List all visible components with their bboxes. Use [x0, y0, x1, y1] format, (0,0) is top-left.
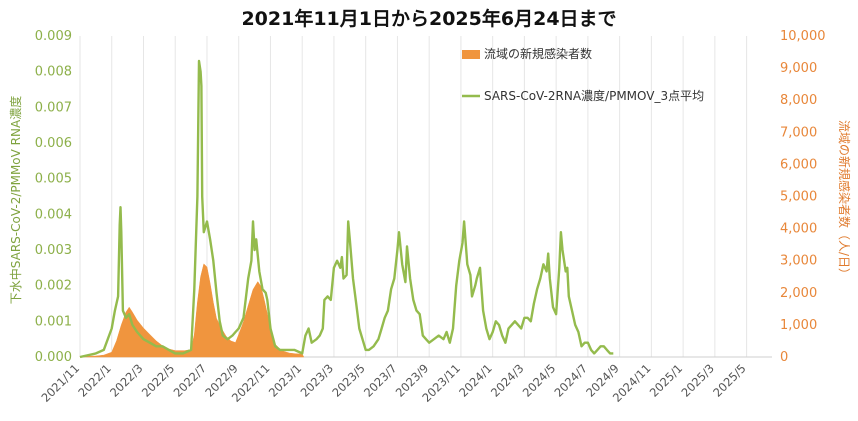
- y-left-tick-label: 0.008: [35, 65, 72, 80]
- legend-bar-label: 流域の新規感染者数: [484, 46, 592, 61]
- x-tick-label: 2022/5: [139, 361, 178, 400]
- y-axis-right-label: 流域の新規感染者数（人/日）: [837, 120, 852, 280]
- y-left-tick-label: 0.003: [35, 243, 72, 258]
- y-right-tick-label: 1,000: [780, 318, 817, 333]
- y-right-tick-label: 10,000: [780, 29, 826, 44]
- y-left-tick-label: 0.002: [35, 279, 72, 294]
- y-left-tick-label: 0.009: [35, 29, 72, 44]
- chart-title: 2021年11月1日から2025年6月24日まで: [241, 7, 616, 30]
- line-rna-concentration: [79, 59, 614, 359]
- y-right-tick-label: 5,000: [780, 190, 817, 205]
- x-tick-label: 2022/3: [107, 361, 146, 400]
- y-right-tick-label: 2,000: [780, 286, 817, 301]
- y-axis-left-label: 下水中SARS-CoV-2/PMMoV RNA濃度: [8, 96, 23, 304]
- y-left-tick-label: 0.004: [35, 207, 72, 222]
- x-tick-label: 2021/11: [38, 361, 82, 405]
- y-right-tick-label: 6,000: [780, 157, 817, 172]
- y-right-tick-label: 9,000: [780, 61, 817, 76]
- x-tick-label: 2023/7: [361, 361, 400, 400]
- x-tick-label: 2022/1: [75, 361, 114, 400]
- legend-line-label: SARS-CoV-2RNA濃度/PMMOV_3点平均: [484, 88, 704, 103]
- y-left-tick-label: 0.001: [35, 314, 72, 329]
- y-left-tick-label: 0.007: [35, 100, 72, 115]
- x-tick-label: 2025/5: [710, 361, 749, 400]
- y-right-tick-label: 3,000: [780, 254, 817, 269]
- y-right-tick-label: 7,000: [780, 125, 817, 140]
- gridlines: [79, 36, 772, 358]
- x-axis-ticks: 2021/112022/12022/32022/52022/72022/9202…: [38, 361, 748, 405]
- x-tick-label: 2025/1: [647, 361, 686, 400]
- x-tick-label: 2024/3: [488, 361, 527, 400]
- legend-bar-swatch: [462, 50, 480, 59]
- y-right-tick-label: 8,000: [780, 93, 817, 108]
- x-tick-label: 2024/5: [520, 361, 559, 400]
- x-tick-label: 2022/7: [171, 361, 210, 400]
- y-right-tick-label: 0: [780, 350, 788, 365]
- y-axis-left-ticks: 0.000 0.001 0.002 0.003 0.004 0.005 0.006 0.007…: [35, 29, 72, 365]
- x-tick-label: 2023/3: [298, 361, 337, 400]
- x-tick-label: 2025/3: [678, 361, 717, 400]
- x-tick-label: 2024/1: [456, 361, 495, 400]
- legend: 流域の新規感染者数 SARS-CoV-2RNA濃度/PMMOV_3点平均: [462, 46, 704, 103]
- y-axis-right-ticks: 0 1,000 2,000 3,000 4,000 5,000 6,000 7,000 8,00…: [780, 29, 826, 365]
- y-left-tick-label: 0.006: [35, 136, 72, 151]
- x-tick-label: 2023/5: [329, 361, 368, 400]
- y-right-tick-label: 4,000: [780, 222, 817, 237]
- y-left-tick-label: 0.005: [35, 172, 72, 187]
- x-tick-label: 2024/7: [551, 361, 590, 400]
- y-left-tick-label: 0.000: [35, 350, 72, 365]
- x-tick-label: 2023/1: [266, 361, 305, 400]
- line-series-rna: [79, 59, 614, 359]
